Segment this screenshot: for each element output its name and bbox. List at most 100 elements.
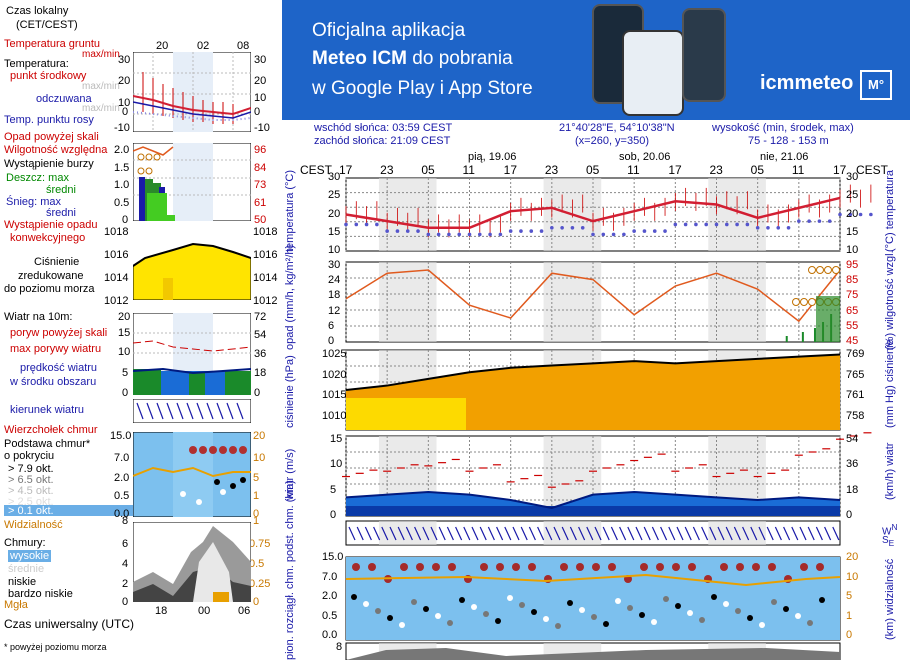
legend-okt-65: > 6.5 okt.: [8, 474, 54, 486]
wind-arrow: [528, 526, 536, 541]
legend-direction-panel: [133, 399, 251, 423]
storm-marker: [800, 298, 808, 306]
cloud-top-dot: [512, 563, 520, 571]
cloud-base-dot: [411, 599, 417, 605]
cloud-top-dot: [528, 563, 536, 571]
legend-wind-speed-1: prędkość wiatru: [20, 362, 98, 374]
wind-arrow: [783, 526, 791, 541]
press-axis-label: ciśnienie (hPa): [284, 355, 296, 428]
axis-tick: 15: [328, 225, 341, 238]
wind-arrow: [684, 526, 692, 541]
legend-okt-79: > 7.9 okt.: [8, 463, 54, 475]
cloud-top-dot: [352, 563, 360, 571]
wind-arrow: [446, 526, 454, 541]
axis-tick: 30: [328, 171, 341, 183]
storm-marker: [816, 266, 824, 274]
night-band: [378, 262, 437, 342]
dew-point-dot: [519, 229, 523, 233]
dew-point-dot: [344, 222, 348, 227]
wind-arrow: [561, 526, 569, 541]
banner-line-3: w Google Play i App Store: [312, 78, 533, 99]
coordinates-text: 21°40'28"E, 54°10'38"N: [559, 122, 675, 134]
precip-axis-label: opad (mm/h, kg/m²/h): [284, 244, 296, 350]
cloud-top-dot: [752, 563, 760, 571]
legend-ground-maxmin: max/min: [82, 49, 120, 60]
axis-tick: 1025: [322, 348, 347, 360]
dew-point-dot: [827, 219, 832, 223]
dew-point-dot: [694, 222, 698, 227]
dew-point-dot: [652, 229, 657, 233]
cloud-top-dot: [640, 563, 648, 571]
cloud-base-dot: [363, 601, 369, 607]
wind-arrow: [397, 526, 405, 541]
app-promo-banner[interactable]: Oficjalna aplikacja Meteo ICM do pobrani…: [282, 0, 910, 120]
dew-point-dot: [786, 225, 791, 230]
humidity-line: [345, 269, 841, 323]
wind-arrow: [758, 526, 766, 541]
temp-axis-label-right: (°C) temperatura: [884, 169, 896, 252]
wind-arrow: [643, 526, 651, 541]
wind-arrow: [545, 526, 553, 541]
dew-point-dot: [529, 229, 534, 233]
dew-point-dot: [436, 232, 441, 237]
wind-base: [346, 506, 840, 516]
cloud-top-dot: [448, 563, 456, 571]
dew-point-dot: [354, 222, 359, 227]
dew-point-dot: [447, 232, 451, 237]
dew-point-dot: [714, 222, 719, 227]
axis-tick: 0: [846, 629, 853, 641]
cloud-base-dot: [615, 598, 621, 604]
legend-temperature: Temperatura:: [4, 58, 69, 70]
wind-arrow: [832, 526, 840, 541]
legend-snow-max: Śnieg: max: [6, 196, 62, 208]
axis-tick: 20: [328, 207, 341, 220]
legend-clouds: Chmury:: [4, 537, 46, 549]
legend-cloud-base-1: Podstawa chmur*: [4, 438, 91, 450]
axis-tick: 95: [846, 259, 859, 271]
cloud-base-dot: [663, 596, 669, 602]
night-band: [543, 262, 602, 342]
dew-point-dot: [848, 212, 853, 217]
altitude-label: wysokość (min, środek, max): [712, 122, 854, 134]
axis-tick: 45: [846, 335, 859, 347]
wind-arrow: [356, 526, 364, 541]
cloud-top-dot: [560, 563, 568, 571]
dew-point-dot: [817, 219, 822, 223]
legend-wind-speed-2: w środku obszaru: [10, 376, 97, 388]
phone-image-2: [622, 30, 684, 116]
dew-point-dot: [539, 229, 544, 233]
wind-arrow: [594, 526, 602, 541]
cloud-base-dot: [519, 602, 525, 608]
wind-arrow: [389, 526, 397, 541]
dew-point-dot: [704, 222, 709, 227]
cloud-base-dot: [471, 604, 477, 610]
legend-okt-01: > 0.1 okt.: [4, 505, 136, 517]
dew-point-dot: [858, 212, 863, 217]
axis-tick: 36: [846, 458, 859, 471]
altitude-values: 75 - 128 - 153 m: [748, 135, 829, 147]
cloud-top-dot: [656, 563, 664, 571]
cloud-base-dot: [759, 622, 765, 628]
wind-line: [345, 490, 841, 510]
wind-arrow: [578, 526, 586, 541]
storm-marker: [808, 298, 816, 306]
axis-tick: 0: [330, 509, 337, 521]
axis-tick: 10: [328, 244, 341, 256]
cloud-base-dot: [567, 600, 573, 606]
dew-point-dot: [467, 232, 472, 237]
legend-very-low: bardzo niskie: [8, 588, 73, 600]
precip-bar: [785, 336, 788, 342]
dew-point-dot: [395, 229, 400, 233]
main-tz-left: CEST: [300, 163, 333, 177]
bottom-hour-1: 18: [155, 605, 168, 617]
legend-convective: Wystąpienie opadu: [4, 219, 98, 231]
cloud-base-dot: [795, 613, 801, 619]
legend-rain-avg: średni: [46, 184, 76, 196]
dew-point-dot: [405, 229, 410, 233]
dew-point-dot: [375, 222, 379, 227]
legend-convective-2: konwekcyjnego: [10, 232, 86, 244]
hour-label: 17: [339, 163, 353, 177]
wind-arrow: [610, 526, 618, 541]
legend-pressure-2: zredukowane: [18, 270, 84, 282]
cloud-base-dot: [459, 597, 465, 603]
